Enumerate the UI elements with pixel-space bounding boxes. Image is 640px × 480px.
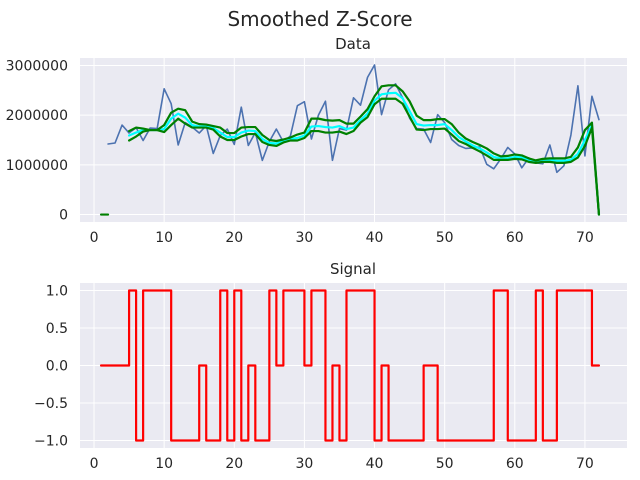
data-x-tick-label: 30 [295, 230, 313, 246]
data-y-tick-label: 0 [59, 208, 68, 224]
data-series-line [127, 97, 601, 216]
data-x-tick-label: 0 [90, 230, 99, 246]
data-axes: Data 0 10 20 30 40 50 60 70 0 1000000 2000000 30000… [6, 35, 627, 246]
data-series-line [127, 91, 601, 216]
signal-x-tick-label: 60 [506, 456, 524, 472]
data-y-tick-label: 3000000 [6, 58, 68, 74]
signal-x-tick-label: 0 [90, 456, 99, 472]
data-axes-title: Data [335, 35, 371, 53]
signal-x-tick-label: 10 [155, 456, 173, 472]
signal-y-tick-label: 0.0 [46, 359, 68, 375]
signal-y-tick-label: −0.5 [34, 396, 68, 412]
data-y-tick-label: 2000000 [6, 108, 68, 124]
data-y-tick-label: 1000000 [6, 158, 68, 174]
figure-title: Smoothed Z-Score [227, 7, 412, 31]
signal-axes: Signal 0 10 20 30 40 50 60 70 −1.0 −0.5 0.0 0.5 1.0 [34, 260, 627, 472]
data-x-tick-label: 50 [436, 230, 454, 246]
data-x-tick-label: 70 [576, 230, 594, 246]
signal-axes-title: Signal [330, 260, 376, 278]
signal-x-tick-label: 30 [295, 456, 313, 472]
signal-y-tick-label: 1.0 [46, 284, 68, 300]
data-x-tick-label: 20 [225, 230, 243, 246]
data-x-tick-label: 10 [155, 230, 173, 246]
signal-x-tick-label: 40 [366, 456, 384, 472]
signal-x-tick-label: 20 [225, 456, 243, 472]
signal-x-tick-label: 50 [436, 456, 454, 472]
signal-series-line [99, 289, 601, 442]
signal-y-tick-label: 0.5 [46, 321, 68, 337]
signal-y-tick-label: −1.0 [34, 434, 68, 450]
data-x-tick-label: 40 [366, 230, 384, 246]
data-x-tick-label: 60 [506, 230, 524, 246]
signal-x-tick-label: 70 [576, 456, 594, 472]
data-plot-area [80, 58, 627, 222]
data-series-line [127, 84, 601, 216]
